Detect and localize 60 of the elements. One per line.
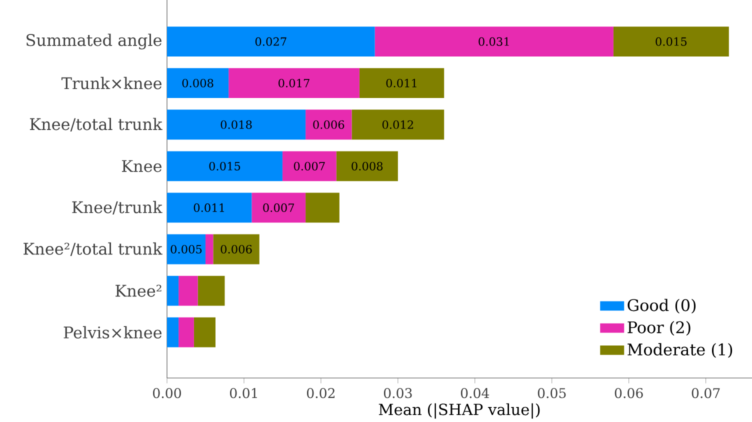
bar xyxy=(167,317,179,348)
legend-label: Good (0) xyxy=(628,298,696,314)
x-tick-label: 0.03 xyxy=(384,388,412,398)
bar xyxy=(306,192,340,223)
bar xyxy=(252,192,306,223)
data-label: 0.011 xyxy=(386,78,416,88)
data-label: 0.011 xyxy=(194,203,224,212)
x-tick-label: 0.01 xyxy=(230,388,257,398)
bar xyxy=(359,68,444,98)
y-tick-label: Knee/trunk xyxy=(72,200,162,215)
data-label: 0.007 xyxy=(263,203,294,212)
bar xyxy=(167,234,206,264)
bar xyxy=(213,234,260,264)
data-label: 0.012 xyxy=(382,120,414,129)
data-label: 0.015 xyxy=(209,162,240,170)
bar xyxy=(167,68,229,98)
data-label: 0.018 xyxy=(220,120,252,129)
data-label: 0.006 xyxy=(313,120,344,129)
x-tick-label: 0.02 xyxy=(306,388,334,398)
bar xyxy=(167,276,179,306)
x-tick-label: 0.00 xyxy=(153,388,181,398)
bar xyxy=(282,151,336,182)
y-tick-label: Pelvis×knee xyxy=(64,326,162,339)
y-tick-label: Knee xyxy=(122,160,162,172)
bar xyxy=(178,317,194,348)
x-axis-title: Mean (|SHAP value|) xyxy=(378,403,540,419)
bar xyxy=(228,68,360,98)
x-tick-label: 0.07 xyxy=(692,388,720,398)
legend-label: Poor (2) xyxy=(628,320,690,336)
legend-label: Moderate (1) xyxy=(628,343,732,358)
y-tick-label: Knee²/total trunk xyxy=(24,242,162,256)
bar xyxy=(167,110,306,140)
data-label: 0.008 xyxy=(182,78,214,88)
bar xyxy=(205,234,214,264)
y-tick-label: Summated angle xyxy=(26,34,162,50)
bar xyxy=(167,26,375,57)
data-label: 0.017 xyxy=(278,78,310,88)
bar xyxy=(352,110,444,140)
y-tick-label: Knee² xyxy=(116,284,162,297)
bar xyxy=(613,26,729,57)
bar xyxy=(336,151,398,182)
bar xyxy=(178,276,198,306)
bar xyxy=(374,26,614,57)
data-label: 0.008 xyxy=(352,162,383,170)
y-tick-label: Knee/total trunk xyxy=(30,118,162,132)
bar xyxy=(306,110,352,140)
x-tick-label: 0.04 xyxy=(460,388,490,398)
x-tick-label: 0.06 xyxy=(614,388,643,398)
bar xyxy=(194,317,216,348)
data-label: 0.027 xyxy=(255,37,286,46)
data-label: 0.006 xyxy=(220,244,252,254)
data-label: 0.015 xyxy=(656,37,687,46)
bar xyxy=(167,192,252,223)
x-tick-label: 0.05 xyxy=(538,388,566,398)
data-label: 0.007 xyxy=(294,162,325,170)
data-label: 0.005 xyxy=(170,244,202,254)
data-label: 0.031 xyxy=(478,37,509,46)
y-tick-label: Trunk×knee xyxy=(61,76,162,90)
bar xyxy=(198,276,225,306)
bar xyxy=(167,151,282,182)
